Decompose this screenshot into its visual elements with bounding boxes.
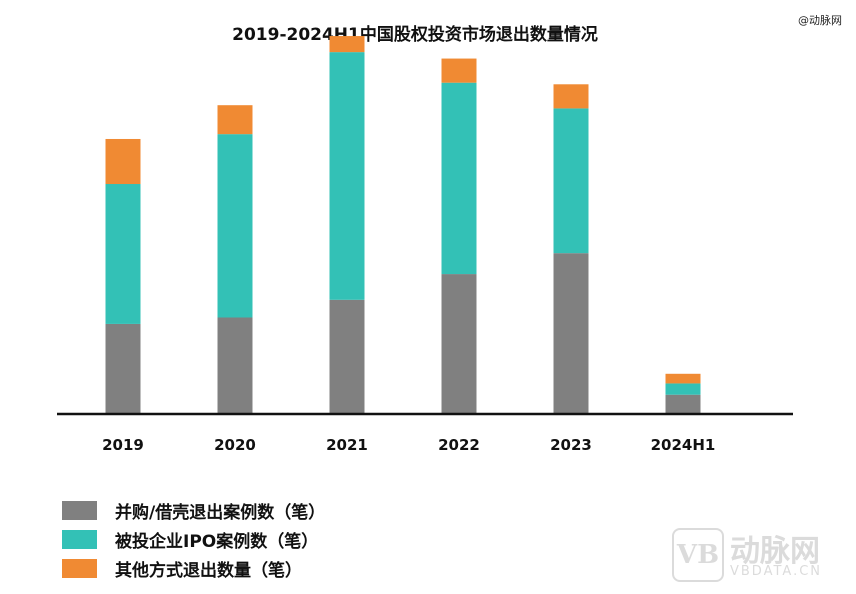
chart-title: 2019-2024H1中国股权投资市场退出数量情况 bbox=[232, 25, 598, 45]
bar-other-2024H1 bbox=[665, 373, 701, 384]
bar-merger-2024H1 bbox=[665, 394, 701, 414]
legend-item-merger: 并购/借壳退出案例数（笔） bbox=[62, 496, 325, 525]
bar-ipo-2024H1 bbox=[665, 383, 701, 395]
legend-label-other: 其他方式退出数量（笔） bbox=[115, 561, 302, 581]
x-tick-label-2019: 2019 bbox=[102, 436, 144, 454]
x-tick-label-2022: 2022 bbox=[438, 436, 480, 454]
bar-other-2019 bbox=[105, 138, 141, 185]
bars-group bbox=[105, 36, 701, 414]
bar-merger-2021 bbox=[329, 299, 365, 414]
x-tick-label-2020: 2020 bbox=[214, 436, 256, 454]
bar-ipo-2023 bbox=[553, 108, 589, 254]
bar-merger-2020 bbox=[217, 317, 253, 414]
bar-ipo-2022 bbox=[441, 82, 477, 275]
bar-other-2023 bbox=[553, 84, 589, 109]
watermark-logo-en: VBDATA.CN bbox=[730, 564, 823, 579]
bar-ipo-2020 bbox=[217, 134, 253, 318]
bar-merger-2023 bbox=[553, 253, 589, 414]
watermark-logo-cn: 动脉网 bbox=[730, 534, 820, 569]
bar-other-2021 bbox=[329, 36, 365, 53]
legend-label-ipo: 被投企业IPO案例数（笔） bbox=[115, 532, 319, 552]
legend-label-merger: 并购/借壳退出案例数（笔） bbox=[115, 503, 326, 523]
watermark-logo: VB 动脉网 VBDATA.CN bbox=[672, 526, 842, 582]
bar-other-2022 bbox=[441, 58, 477, 83]
x-tick-label-2024H1: 2024H1 bbox=[651, 436, 716, 454]
x-tick-labels: 2019 2020 2021 2022 2023 2024H1 bbox=[102, 436, 715, 454]
legend-swatch-ipo bbox=[62, 530, 97, 549]
legend: 并购/借壳退出案例数（笔） 被投企业IPO案例数（笔） 其他方式退出数量（笔） bbox=[62, 496, 325, 583]
legend-item-ipo: 被投企业IPO案例数（笔） bbox=[62, 525, 325, 554]
bar-merger-2019 bbox=[105, 323, 141, 414]
watermark-logo-mark: VB bbox=[672, 528, 724, 582]
bar-ipo-2019 bbox=[105, 184, 141, 324]
bar-ipo-2021 bbox=[329, 52, 365, 300]
x-tick-label-2023: 2023 bbox=[550, 436, 592, 454]
legend-swatch-merger bbox=[62, 501, 97, 520]
bar-merger-2022 bbox=[441, 274, 477, 414]
legend-swatch-other bbox=[62, 559, 97, 578]
legend-item-other: 其他方式退出数量（笔） bbox=[62, 554, 325, 583]
watermark-text: @动脉网 bbox=[798, 14, 842, 27]
bar-other-2020 bbox=[217, 105, 253, 135]
x-tick-label-2021: 2021 bbox=[326, 436, 368, 454]
